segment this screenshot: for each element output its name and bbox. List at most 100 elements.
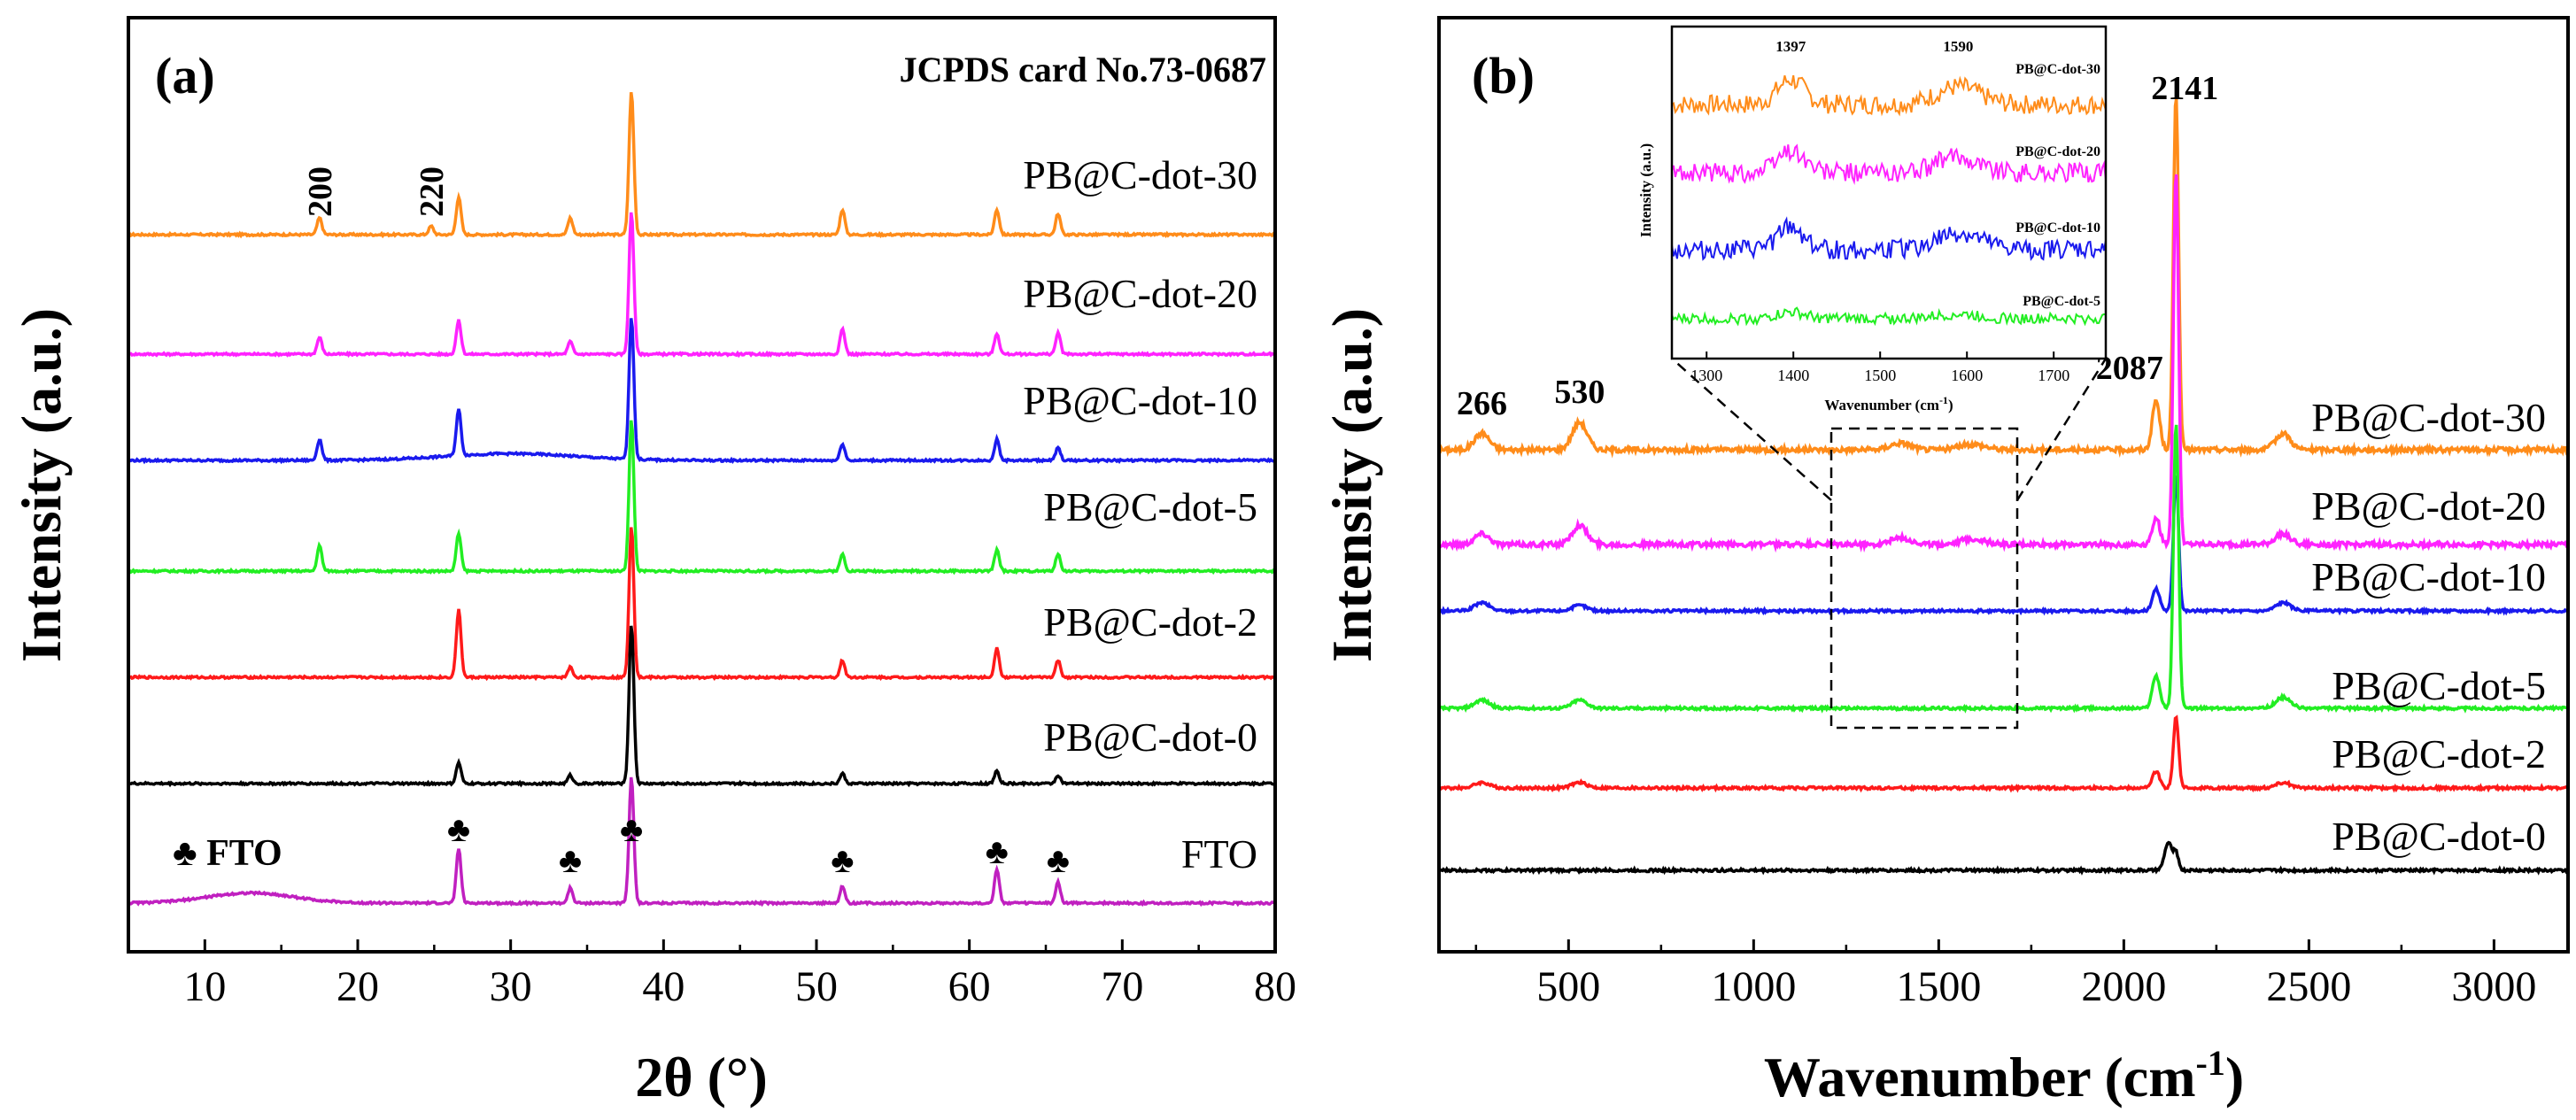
panel-b-trace-pb-c-dot-5: [1438, 424, 2568, 714]
panel-b-y-axis-title: Intensity (a.u.): [1320, 308, 1383, 662]
panel-b-x-tick-label: 1000: [1711, 963, 1796, 1010]
inset-peak-label: 1590: [1943, 38, 1973, 55]
inset-x-ticks: 1300 1400 1500 1600 1700: [1690, 351, 2069, 384]
panel-b-x-tick-label: 2500: [2266, 963, 2351, 1010]
panel-b-raman: 500 1000 1500 2000 2500 3000 PB@C-dot-30PB@C-…: [1320, 16, 2570, 1108]
panel-a-x-ticks: 10 20 30 40 50 60 70 80: [127, 939, 1296, 1010]
panel-a-frame: [127, 16, 1277, 954]
fto-club-marker: ♣: [986, 831, 1009, 871]
panel-a-plane-label: 220: [414, 166, 451, 217]
panel-a-x-tick-label: 20: [337, 963, 379, 1010]
inset-trace-pb-c-dot-10: [1671, 216, 2107, 261]
panel-b-x-tick-label: 2000: [2081, 963, 2166, 1010]
panel-a-trace-pb-c-dot-0: [127, 625, 1276, 788]
inset-x-tick-label: 1600: [1951, 367, 1983, 384]
panel-a-x-tick-label: 60: [948, 963, 991, 1010]
panel-b-x-ticks: 500 1000 1500 2000 2500 3000: [1474, 939, 2536, 1010]
panel-b-label: (b): [1472, 47, 1535, 104]
panel-a-plane-labels: 200 220: [302, 166, 451, 217]
panel-a-trace-pb-c-dot-2: [128, 527, 1276, 682]
fto-legend-note: ♣ FTO: [173, 833, 282, 874]
fto-club-marker: ♣: [559, 840, 582, 880]
panel-b-trace-label: PB@C-dot-20: [2311, 483, 2546, 529]
panel-a-label: (a): [155, 47, 215, 104]
inset-trace-labels: PB@C-dot-30 PB@C-dot-20 PB@C-dot-10 PB@C-do…: [2015, 62, 2100, 309]
inset-x-tick-label: 1400: [1777, 367, 1809, 384]
panel-b-x-tick-label: 500: [1536, 963, 1600, 1010]
panel-a-trace-label: PB@C-dot-5: [1043, 484, 1257, 529]
panel-a-trace-pb-c-dot-30: [128, 91, 1276, 239]
inset-y-axis-title: Intensity (a.u.): [1637, 143, 1654, 237]
inset-trace-label: PB@C-dot-5: [2023, 294, 2100, 309]
panel-b-trace-pb-c-dot-10: [1437, 475, 2568, 616]
panel-a-trace-label: FTO: [1181, 831, 1257, 877]
inset-x-axis-title-main: Wavenumber (cm: [1824, 397, 1939, 413]
zoom-connector-right: [2015, 358, 2108, 501]
panel-a-trace-pb-c-dot-5: [128, 420, 1276, 575]
fto-club-marker: ♣: [447, 809, 470, 849]
panel-a-trace-label: PB@C-dot-0: [1043, 714, 1257, 760]
panel-b-peak-label: 2087: [2096, 350, 2163, 387]
inset-x-tick-label: 1700: [2038, 367, 2069, 384]
inset-trace-label: PB@C-dot-20: [2015, 144, 2100, 159]
panel-b-frame: [1437, 16, 2570, 954]
panel-b-trace-labels: PB@C-dot-30 PB@C-dot-20 PB@C-dot-10 PB@C-do…: [2311, 395, 2546, 859]
panel-a-trace-labels: PB@C-dot-30 PB@C-dot-20 PB@C-dot-10 PB@C-do…: [1023, 152, 1257, 877]
inset-frame: [1670, 25, 2108, 360]
inset-x-tick-label: 1300: [1690, 367, 1722, 384]
panel-a-jcpds-annotation: JCPDS card No.73-0687: [900, 50, 1266, 89]
panel-b-peak-label: 2141: [2151, 70, 2218, 107]
panel-b-x-axis-title-main: Wavenumber (cm: [1764, 1046, 2196, 1108]
panel-a-x-tick-label: 80: [1254, 963, 1296, 1010]
panel-b-peak-labels: 266 530 2087 2141: [1457, 70, 2218, 422]
panel-a-trace-pb-c-dot-20: [127, 212, 1275, 359]
inset-x-axis-title-end: ): [1948, 397, 1953, 413]
panel-b-trace-pb-c-dot-20: [1437, 174, 2569, 553]
panel-a-x-tick-label: 50: [795, 963, 838, 1010]
panel-b-trace-label: PB@C-dot-2: [2332, 731, 2546, 776]
panel-a-trace-label: PB@C-dot-30: [1023, 152, 1257, 197]
panel-a-x-tick-label: 30: [490, 963, 532, 1010]
panel-a-trace-label: PB@C-dot-20: [1023, 271, 1257, 316]
panel-a-xrd: 10 20 30 40 50 60 70 80 ♣♣♣♣ ♣ ♣ PB@C-dot-30PB@C-…: [10, 16, 1296, 1108]
zoom-connector-left: [1671, 358, 1832, 501]
inset-trace-pb-c-dot-20: [1671, 143, 2107, 185]
panel-b-x-tick-label: 3000: [2451, 963, 2536, 1010]
panel-a-x-tick-label: 70: [1101, 963, 1143, 1010]
panel-a-y-axis-title: Intensity (a.u.): [10, 308, 73, 662]
fto-club-marker: ♣: [620, 809, 643, 849]
panel-b-traces: [1437, 98, 2569, 876]
inset-x-axis-title-sup: -1: [1939, 394, 1948, 406]
inset-traces: [1671, 75, 2107, 327]
fto-club-marker: ♣: [1047, 840, 1070, 880]
panel-b-peak-label: 266: [1457, 385, 1507, 422]
panel-a-x-axis-title: 2θ (°): [635, 1046, 768, 1108]
panel-b-x-tick-label: 1500: [1896, 963, 1981, 1010]
panel-b-trace-label: PB@C-dot-5: [2332, 663, 2546, 708]
panel-b-x-axis-title: Wavenumber (cm-1): [1764, 1043, 2244, 1108]
inset-peak-label: 1397: [1775, 38, 1806, 55]
panel-a-plane-label: 200: [302, 166, 339, 217]
panel-b-x-axis-title-sup: -1: [2196, 1043, 2225, 1083]
fto-club-marker: ♣: [831, 840, 854, 880]
panel-a-trace-pb-c-dot-10: [128, 318, 1275, 465]
panel-a-trace-label: PB@C-dot-2: [1043, 599, 1257, 645]
panel-b-trace-pb-c-dot-0: [1437, 840, 2569, 876]
inset-x-axis-title: Wavenumber (cm-1): [1824, 394, 1953, 413]
inset-background: [1672, 27, 2106, 359]
inset-trace-pb-c-dot-5: [1671, 306, 2107, 327]
panel-b-zoom-box: [1830, 427, 2019, 730]
panel-a-trace-label: PB@C-dot-10: [1023, 378, 1257, 423]
inset-peak-labels: 1397 1590: [1775, 38, 1973, 55]
inset-trace-pb-c-dot-30: [1671, 75, 2107, 117]
panel-a-x-tick-label: 40: [642, 963, 685, 1010]
panel-b-trace-pb-c-dot-30: [1438, 98, 2569, 459]
panel-b-trace-label: PB@C-dot-30: [2311, 395, 2546, 440]
panel-a-fto-markers: ♣ ♣ ♣ ♣ ♣ ♣: [447, 809, 1070, 880]
panel-a-trace-fto: [128, 776, 1275, 908]
panel-b-x-axis-title-end: ): [2225, 1046, 2244, 1108]
panel-b-trace-label: PB@C-dot-0: [2332, 814, 2546, 859]
panel-b-inset: 1300 1400 1500 1600 1700 PB@C-dot-30PB@C-dot…: [1637, 25, 2108, 413]
panel-b-trace-pb-c-dot-2: [1438, 714, 2569, 793]
